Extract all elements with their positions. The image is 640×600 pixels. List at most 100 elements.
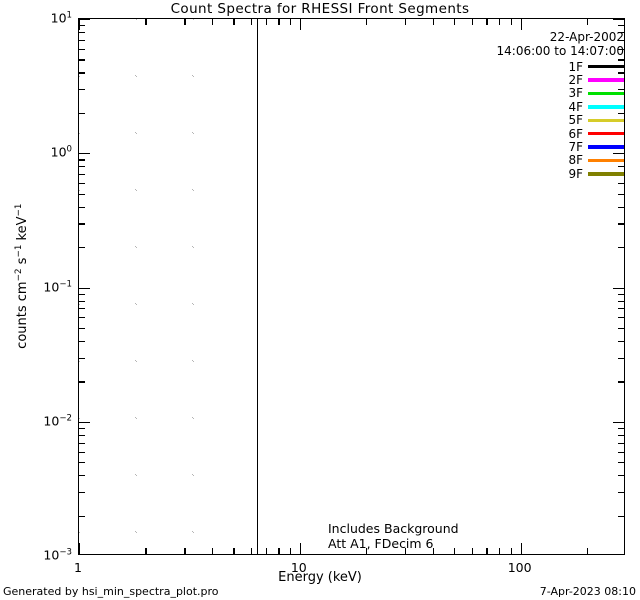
x-minor-tick [289,19,291,25]
y-axis-title-counts: counts cm [15,281,31,349]
x-minor-tick [499,548,501,554]
x-minor-tick [454,548,456,554]
x-minor-tick [510,548,512,554]
y-axis-exp-s: −1 [13,244,24,258]
y-minor-tick [79,381,85,383]
annotation-line-1: Includes Background [328,521,459,536]
x-minor-tick [233,548,235,554]
legend-entry[interactable]: 9F [448,166,624,181]
x-minor-tick [520,19,522,30]
y-minor-tick [618,89,624,91]
x-minor-tick [265,548,267,554]
legend-time-range: 14:06:00 to 14:07:00 [496,44,624,58]
y-minor-tick [79,159,85,161]
y-minor-tick [618,327,624,330]
legend-entry[interactable]: 6F [448,127,624,141]
x-minor-tick [486,548,488,554]
x-minor-tick [432,548,434,554]
y-minor-tick [618,340,624,343]
x-minor-tick [211,548,214,554]
x-minor-tick [366,19,368,25]
legend-entry[interactable]: 7F [448,140,624,155]
x-minor-tick [233,19,235,25]
x-minor-tick [405,548,407,554]
x-minor-tick [471,548,473,554]
x-minor-tick [587,548,589,554]
legend-entry-label: 8F [568,153,583,168]
y-minor-tick [79,434,85,436]
y-minor-tick [618,112,624,115]
y-minor-tick [79,357,85,359]
legend-color-swatch [588,78,624,82]
y-minor-tick [618,25,624,27]
y-minor-tick [618,357,624,359]
y-minor-tick [618,427,624,430]
y-minor-tick [79,293,85,295]
y-minor-tick [79,183,85,185]
y-major-tick [613,19,624,21]
y-minor-tick [618,381,624,383]
legend-entry[interactable]: 3F [448,86,624,100]
legend-color-swatch [588,158,624,163]
y-minor-tick [79,72,85,74]
x-tick-label: 100 [507,560,532,575]
x-tick-label: 1 [74,560,82,575]
y-minor-tick [618,39,624,41]
legend-color-swatch [588,105,624,109]
x-minor-tick [432,19,434,25]
legend-entry[interactable]: 2F [448,73,624,88]
y-minor-tick [79,112,85,115]
y-tick-label: 101 [50,10,72,26]
legend-color-swatch [588,131,624,136]
x-minor-tick [510,19,512,25]
x-minor-tick [265,19,267,25]
y-tick-label: 10−3 [43,547,72,563]
y-minor-tick [79,515,85,517]
x-minor-tick [211,19,214,25]
legend-entry[interactable]: 8F [448,153,624,168]
annotation-line-2: Att A1, FDecim 6 [328,535,434,551]
chart-title: Count Spectra for RHESSI Front Segments [170,1,470,17]
y-minor-tick [79,300,85,302]
y-minor-tick [79,475,85,477]
y-minor-tick [79,174,85,176]
y-major-tick [79,19,90,21]
y-minor-tick [79,327,85,330]
x-minor-tick [366,548,368,554]
y-minor-tick [618,193,624,195]
y-minor-tick [79,317,85,319]
x-major-tick [299,19,301,30]
legend-entry[interactable]: 4F [448,100,624,114]
y-minor-tick [618,475,624,477]
plot-frame: Includes Background Att A1, FDecim 6 [78,18,625,555]
x-minor-tick [520,543,522,554]
legend-entry-label: 1F [568,59,583,74]
y-minor-tick [79,340,85,343]
x-minor-tick [405,19,407,25]
y-tick-label: 10−2 [43,413,72,429]
legend-entry-label: 2F [568,73,583,88]
legend-entry[interactable]: 1F [448,59,624,74]
legend-entry[interactable]: 5F [448,113,624,127]
y-minor-tick [79,462,85,464]
legend: 22-Apr-2002 14:06:00 to 14:07:00 1F 2F 3F 4… [448,30,624,181]
footer-generated-by: Generated by hsi_min_spectra_plot.pro [3,585,219,598]
x-minor-tick [278,19,280,25]
x-minor-tick [587,19,589,25]
y-minor-tick [618,72,624,74]
y-major-tick [79,153,90,155]
y-major-tick [613,287,624,289]
legend-entry-label: 9F [568,166,583,181]
plot-annotation: Includes Background Att A1, FDecim 6 [328,521,459,551]
footer-timestamp: 7-Apr-2023 08:10 [539,585,636,598]
y-major-tick [79,421,90,423]
legend-entry-label: 7F [568,140,583,155]
y-minor-tick [79,223,85,225]
y-minor-tick [618,442,624,444]
y-minor-tick [79,193,85,195]
y-minor-tick [79,89,85,91]
x-minor-tick [289,548,291,554]
x-minor-tick [486,19,488,25]
y-minor-tick [79,206,85,208]
y-minor-tick [79,442,85,444]
